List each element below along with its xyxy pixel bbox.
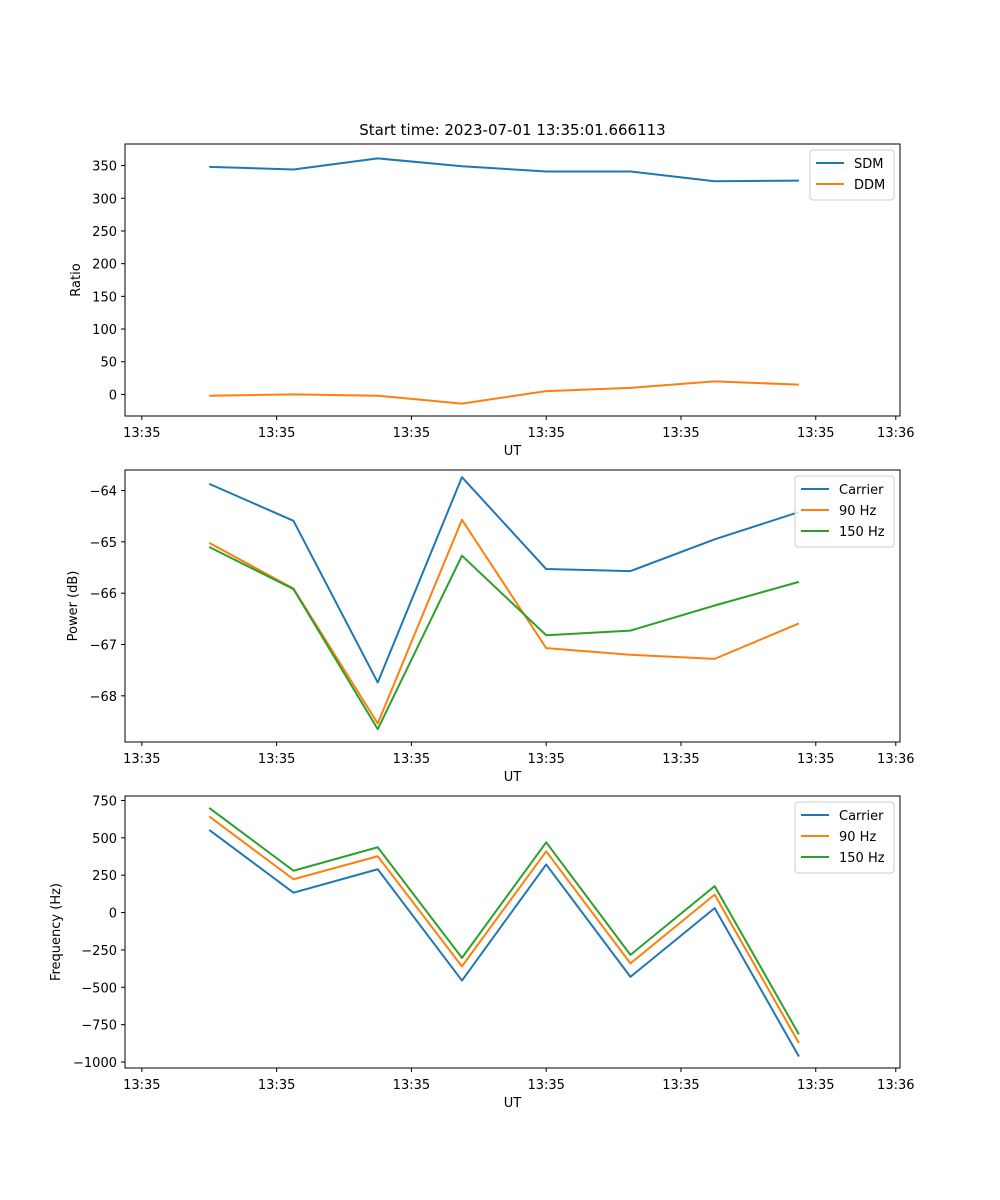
power-axes-frame (124, 469, 901, 743)
frequency-x-tick-label: 13:35 (797, 1078, 834, 1093)
frequency-x-tick-label: 13:35 (662, 1078, 699, 1093)
frequency-legend-label-carrier: Carrier (839, 809, 884, 824)
frequency-x-tick-label: 13:35 (258, 1078, 295, 1093)
power-y-tick-label: −68 (90, 690, 117, 705)
ratio-y-tick-label: 150 (92, 290, 117, 305)
frequency-series-line-90-hz (208, 815, 800, 1044)
frequency-legend-box (794, 801, 895, 874)
frequency-y-tick-label: −750 (81, 1019, 117, 1034)
power-x-tick-label: 13:35 (258, 752, 295, 767)
ratio-x-tick-label: 13:35 (797, 426, 834, 441)
ratio-y-tick-label: 350 (92, 160, 117, 175)
ratio-axes-frame (124, 143, 901, 417)
power-x-tick-label: 13:35 (527, 752, 564, 767)
ratio-y-tick-label: 50 (100, 356, 117, 371)
power-series-line-carrier (208, 476, 800, 684)
power-x-axis-label: UT (504, 770, 522, 785)
ratio-y-tick-label: 300 (92, 192, 117, 207)
power-legend: Carrier 90 Hz 150 Hz (794, 475, 895, 548)
ratio-legend-label-sdm: SDM (854, 157, 883, 172)
power-x-tick-label: 13:35 (393, 752, 430, 767)
ratio-y-tick-label: 200 (92, 258, 117, 273)
frequency-x-tick-label: 13:35 (527, 1078, 564, 1093)
ratio-x-tick-label: 13:35 (258, 426, 295, 441)
power-x-tick-label: 13:36 (877, 752, 914, 767)
frequency-legend-label-150-hz: 150 Hz (839, 851, 885, 866)
ratio-x-tick-label: 13:35 (123, 426, 160, 441)
ratio-legend-label-ddm: DDM (854, 178, 885, 193)
ratio-series-line-sdm (209, 157, 799, 183)
power-x-tick-label: 13:35 (662, 752, 699, 767)
frequency-series-line-150-hz (208, 807, 800, 1035)
power-legend-label-150-hz: 150 Hz (839, 525, 885, 540)
ratio-x-axis-label: UT (504, 444, 522, 459)
frequency-y-tick-label: −500 (81, 981, 117, 996)
ratio-x-tick-label: 13:36 (877, 426, 914, 441)
power-panel: 13:35 13:35 13:35 13:35 13:35 13:35 13:36 −64 −6… (66, 469, 915, 785)
ratio-y-tick-label: 0 (109, 388, 117, 403)
ratio-y-tick-label: 100 (92, 323, 117, 338)
frequency-y-tick-label: 750 (92, 794, 117, 809)
frequency-x-tick-label: 13:36 (877, 1078, 914, 1093)
frequency-axes-frame (124, 795, 901, 1069)
power-y-axis-label: Power (dB) (66, 571, 81, 642)
frequency-x-tick-label: 13:35 (393, 1078, 430, 1093)
power-legend-box (794, 475, 895, 548)
power-y-tick-label: −67 (90, 638, 117, 653)
ratio-x-tick-label: 13:35 (662, 426, 699, 441)
frequency-legend-label-90-hz: 90 Hz (839, 830, 876, 845)
power-y-tick-label: −66 (90, 587, 117, 602)
frequency-legend: Carrier 90 Hz 150 Hz (794, 801, 895, 874)
frequency-x-tick-label: 13:35 (123, 1078, 160, 1093)
ratio-x-tick-label: 13:35 (393, 426, 430, 441)
frequency-y-axis-label: Frequency (Hz) (49, 883, 64, 981)
frequency-y-tick-label: 500 (92, 832, 117, 847)
ratio-panel: Start time: 2023-07-01 13:35:01.666113 13… (69, 121, 915, 459)
ratio-y-axis-label: Ratio (69, 263, 84, 296)
power-series-line-150-hz (208, 546, 800, 731)
frequency-x-axis-label: UT (504, 1096, 522, 1111)
ratio-x-tick-label: 13:35 (527, 426, 564, 441)
power-y-tick-label: −64 (90, 485, 117, 500)
frequency-series-line-carrier (208, 829, 800, 1057)
frequency-y-tick-label: −250 (81, 944, 117, 959)
frequency-y-tick-label: 250 (92, 869, 117, 884)
power-legend-label-carrier: Carrier (839, 483, 884, 498)
frequency-y-tick-label: 0 (109, 907, 117, 922)
power-y-tick-label: −65 (90, 536, 117, 551)
frequency-panel: 13:35 13:35 13:35 13:35 13:35 13:35 13:36 750 50… (49, 794, 915, 1111)
frequency-y-tick-label: −1000 (73, 1056, 117, 1071)
ratio-series-line-ddm (209, 380, 799, 405)
power-x-tick-label: 13:35 (797, 752, 834, 767)
power-legend-label-90-hz: 90 Hz (839, 504, 876, 519)
ratio-legend: SDM DDM (809, 149, 895, 201)
ratio-y-tick-label: 250 (92, 225, 117, 240)
ratio-chart-title: Start time: 2023-07-01 13:35:01.666113 (359, 121, 665, 139)
power-x-tick-label: 13:35 (123, 752, 160, 767)
